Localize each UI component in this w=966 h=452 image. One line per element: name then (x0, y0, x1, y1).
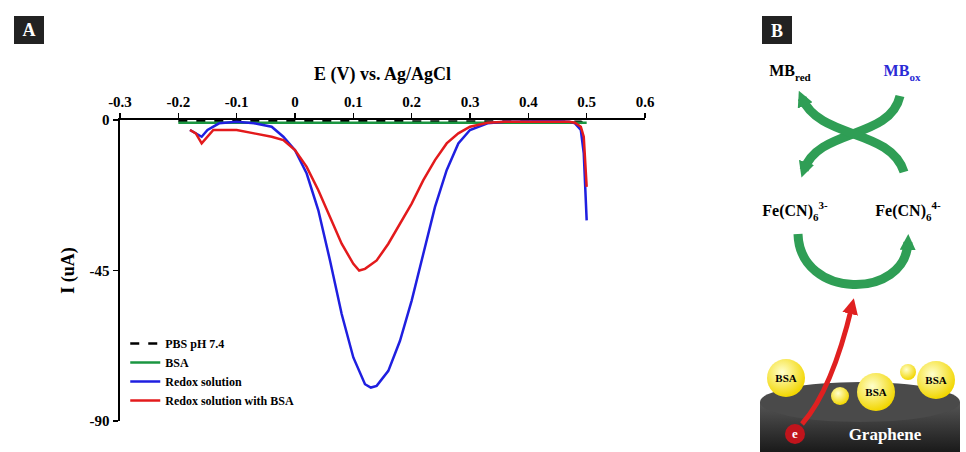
svg-text:0.6: 0.6 (636, 94, 655, 110)
svg-text:0.4: 0.4 (519, 94, 538, 110)
svg-text:PBS pH 7.4: PBS pH 7.4 (165, 337, 224, 351)
svg-text:MBred: MBred (769, 62, 810, 83)
svg-text:Fe(CN)64-: Fe(CN)64- (875, 199, 941, 223)
svg-text:Redox solution: Redox solution (165, 375, 242, 389)
svg-text:BSA: BSA (925, 374, 946, 386)
svg-text:0.3: 0.3 (461, 94, 480, 110)
svg-text:BSA: BSA (165, 356, 189, 370)
svg-text:MBox: MBox (884, 62, 921, 83)
svg-text:0: 0 (291, 94, 299, 110)
svg-text:0: 0 (102, 112, 110, 128)
svg-text:-0.3: -0.3 (108, 94, 132, 110)
svg-text:-45: -45 (90, 263, 110, 279)
svg-text:Fe(CN)63-: Fe(CN)63- (762, 199, 828, 223)
svg-text:0.2: 0.2 (402, 94, 421, 110)
svg-text:E (V) vs. Ag/AgCl: E (V) vs. Ag/AgCl (314, 64, 451, 85)
svg-text:BSA: BSA (865, 386, 886, 398)
svg-text:0.5: 0.5 (577, 94, 596, 110)
html-text:A: A (22, 20, 36, 40)
svg-text:Redox solution with BSA: Redox solution with BSA (165, 394, 294, 408)
svg-text:B: B (771, 21, 783, 41)
svg-text:-90: -90 (90, 413, 110, 429)
svg-text:BSA: BSA (775, 372, 796, 384)
svg-text:0.1: 0.1 (344, 94, 363, 110)
svg-text:-0.2: -0.2 (166, 94, 190, 110)
svg-text:e: e (792, 426, 798, 441)
svg-text:I (uA): I (uA) (58, 247, 79, 294)
svg-text:-0.1: -0.1 (225, 94, 249, 110)
svg-text:Graphene: Graphene (849, 425, 922, 444)
